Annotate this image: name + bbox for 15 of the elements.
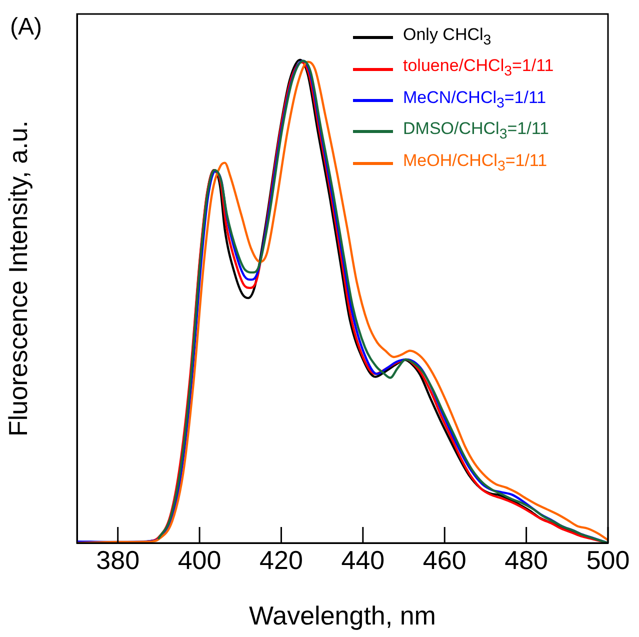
legend-label: MeCN/CHCl$_{3}$=1/11	[403, 86, 546, 114]
x-tick-label: 480	[504, 544, 548, 575]
x-tick-label: 380	[96, 544, 140, 575]
legend-label: Only CHCl$_{3}$	[403, 24, 492, 50]
x-tick-label: 420	[260, 544, 303, 575]
x-tick-label: 400	[178, 544, 222, 575]
x-tick-label: 460	[422, 544, 466, 575]
legend-label: DMSO/CHCl$_{3}$=1/11	[403, 118, 549, 145]
x-tick-label: 440	[341, 544, 385, 575]
legend-label: MeOH/CHCl$_{3}$=1/11	[403, 150, 548, 176]
legend-label: toluene/CHCl$_{3}$=1/11	[403, 55, 554, 82]
text: (A)	[10, 14, 42, 41]
y-axis-title: Fluorescence Intensity, a.u.	[2, 120, 33, 437]
x-axis-title: Wavelength, nm	[249, 600, 436, 631]
x-tick-label: 500	[586, 544, 630, 575]
